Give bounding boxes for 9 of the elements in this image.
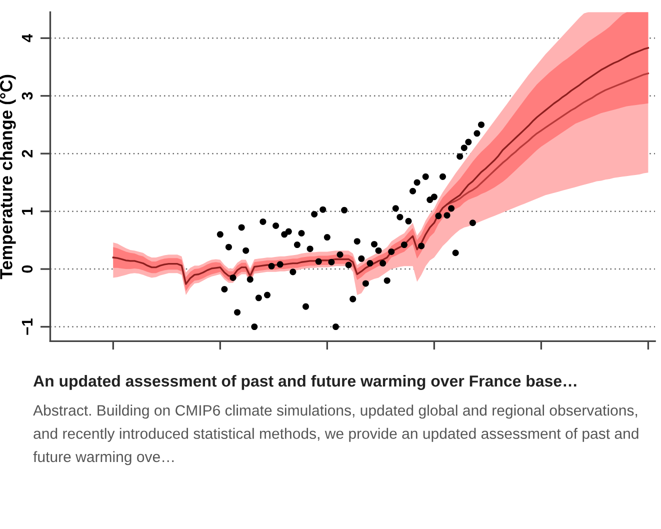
y-tick-label: −1 [22,318,32,335]
y-axis-title: Temperature change (°C) [0,74,16,280]
y-tick-label: 3 [22,92,33,100]
y-tick-label: 4 [22,34,32,42]
y-tick-label: 0 [22,265,33,273]
text: Abstract. Building on CMIP6 climate simulations, updated global and regional observations, and recently introduced statistical methods, we provide an updated assessment of past and future warming ove… [33,404,638,466]
text: An updated assessment of past and future warming over France base… [33,374,576,390]
y-tick-label: 2 [22,150,32,158]
y-tick-label: 1 [22,208,32,215]
